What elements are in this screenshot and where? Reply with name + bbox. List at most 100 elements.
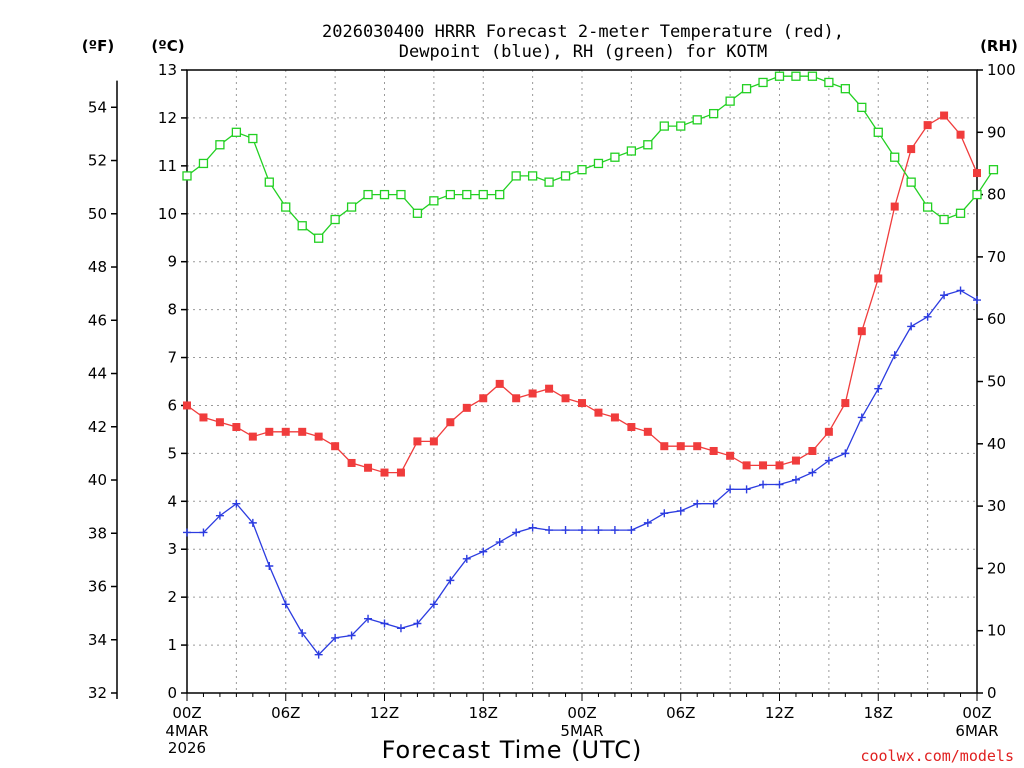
- rh-tick-label: 0: [987, 684, 997, 702]
- rh-point: [676, 121, 686, 131]
- dewpoint-point: [462, 554, 471, 563]
- temperature-point: [857, 327, 866, 336]
- unit-label-rh: (RH): [980, 37, 1018, 55]
- fahrenheit-tick-label: 48: [88, 258, 107, 276]
- dewpoint-point: [446, 576, 455, 585]
- axes-layer: 0123456789101112133234363840424446485052…: [88, 61, 1016, 757]
- temperature-point: [298, 427, 307, 436]
- dewpoint-point: [775, 480, 784, 489]
- x-tick-label: 06Z: [271, 704, 300, 722]
- x-tick-label: 00Z: [567, 704, 596, 722]
- credit-text: coolwx.com/models: [860, 747, 1014, 765]
- rh-point: [725, 96, 735, 106]
- dewpoint-point: [956, 286, 965, 295]
- dewpoint-point: [495, 538, 504, 547]
- celsius-tick-label: 8: [167, 301, 177, 319]
- rh-point: [593, 158, 604, 169]
- rh-point: [610, 152, 620, 162]
- rh-point: [264, 177, 274, 187]
- temperature-point: [643, 427, 652, 436]
- temperature-point: [956, 130, 965, 139]
- dewpoint-point: [726, 485, 735, 494]
- temperature-point: [824, 427, 833, 436]
- rh-point: [231, 127, 242, 137]
- dewpoint-point: [791, 475, 800, 484]
- fahrenheit-tick-label: 44: [88, 365, 107, 383]
- rh-point: [462, 189, 472, 200]
- dewpoint-point: [627, 526, 636, 535]
- dewpoint-point: [808, 468, 817, 477]
- temperature-point: [627, 423, 636, 432]
- rh-tick-label: 90: [987, 123, 1006, 141]
- dewpoint-point: [759, 480, 768, 489]
- dewpoint-point: [347, 631, 356, 640]
- dewpoint-point: [265, 562, 274, 571]
- x-tick-label: 12Z: [370, 704, 399, 722]
- dewpoint-point: [479, 547, 488, 556]
- temperature-point: [709, 446, 718, 455]
- temperature-point: [215, 418, 224, 427]
- rh-tick-label: 10: [987, 622, 1006, 640]
- temperature-point: [232, 423, 241, 432]
- dewpoint-point: [396, 624, 405, 633]
- rh-point: [495, 189, 505, 200]
- x-date-label: 5MAR: [560, 722, 603, 740]
- rh-point: [774, 71, 785, 81]
- temperature-point: [561, 394, 570, 403]
- temperature-series: [183, 111, 981, 477]
- rh-point: [182, 171, 192, 181]
- fahrenheit-tick-label: 32: [88, 684, 107, 702]
- rh-tick-label: 40: [987, 435, 1006, 453]
- dewpoint-series: [183, 286, 981, 659]
- temperature-point: [594, 408, 603, 417]
- rh-tick-label: 50: [987, 373, 1006, 391]
- rh-point: [692, 115, 702, 125]
- dewpoint-point: [512, 528, 521, 537]
- temperature-point: [528, 389, 537, 398]
- rh-point: [248, 133, 258, 144]
- dewpoint-point: [331, 633, 340, 642]
- x-tick-label: 06Z: [666, 704, 695, 722]
- dewpoint-point: [183, 528, 191, 537]
- dewpoint-point: [643, 518, 652, 527]
- celsius-tick-label: 13: [158, 61, 177, 79]
- dewpoint-point: [413, 619, 422, 628]
- temperature-point: [940, 111, 949, 120]
- rh-point: [709, 108, 719, 119]
- fahrenheit-tick-label: 40: [88, 471, 107, 489]
- rh-point: [544, 177, 554, 187]
- temperature-point: [380, 468, 389, 477]
- x-tick-label: 00Z: [962, 704, 991, 722]
- rh-point: [659, 121, 669, 131]
- dewpoint-point: [940, 291, 949, 300]
- dewpoint-point: [676, 506, 685, 515]
- temperature-point: [347, 458, 356, 467]
- temperature-point: [314, 432, 323, 441]
- celsius-tick-label: 11: [158, 157, 177, 175]
- temperature-point: [874, 274, 883, 283]
- rh-point: [215, 140, 225, 150]
- temperature-point: [775, 461, 784, 470]
- rh-point: [922, 202, 933, 212]
- rh-point: [527, 171, 538, 181]
- celsius-tick-label: 3: [167, 540, 177, 558]
- dewpoint-point: [429, 600, 438, 609]
- temperature-point: [183, 401, 191, 410]
- temperature-point: [248, 432, 257, 441]
- temperature-point: [890, 202, 899, 211]
- temperature-point: [759, 461, 768, 470]
- dewpoint-point: [215, 511, 224, 520]
- dewpoint-point: [857, 413, 866, 422]
- x-tick-label: 18Z: [864, 704, 893, 722]
- dewpoint-point: [693, 499, 702, 508]
- dewpoint-point: [561, 526, 570, 535]
- temperature-point: [676, 442, 685, 451]
- rh-point: [429, 196, 439, 206]
- temperature-point: [413, 437, 422, 446]
- temperature-point: [610, 413, 619, 422]
- rh-series: [182, 71, 999, 243]
- temperature-point: [660, 442, 669, 451]
- temperature-point: [578, 399, 586, 408]
- rh-point: [346, 202, 357, 212]
